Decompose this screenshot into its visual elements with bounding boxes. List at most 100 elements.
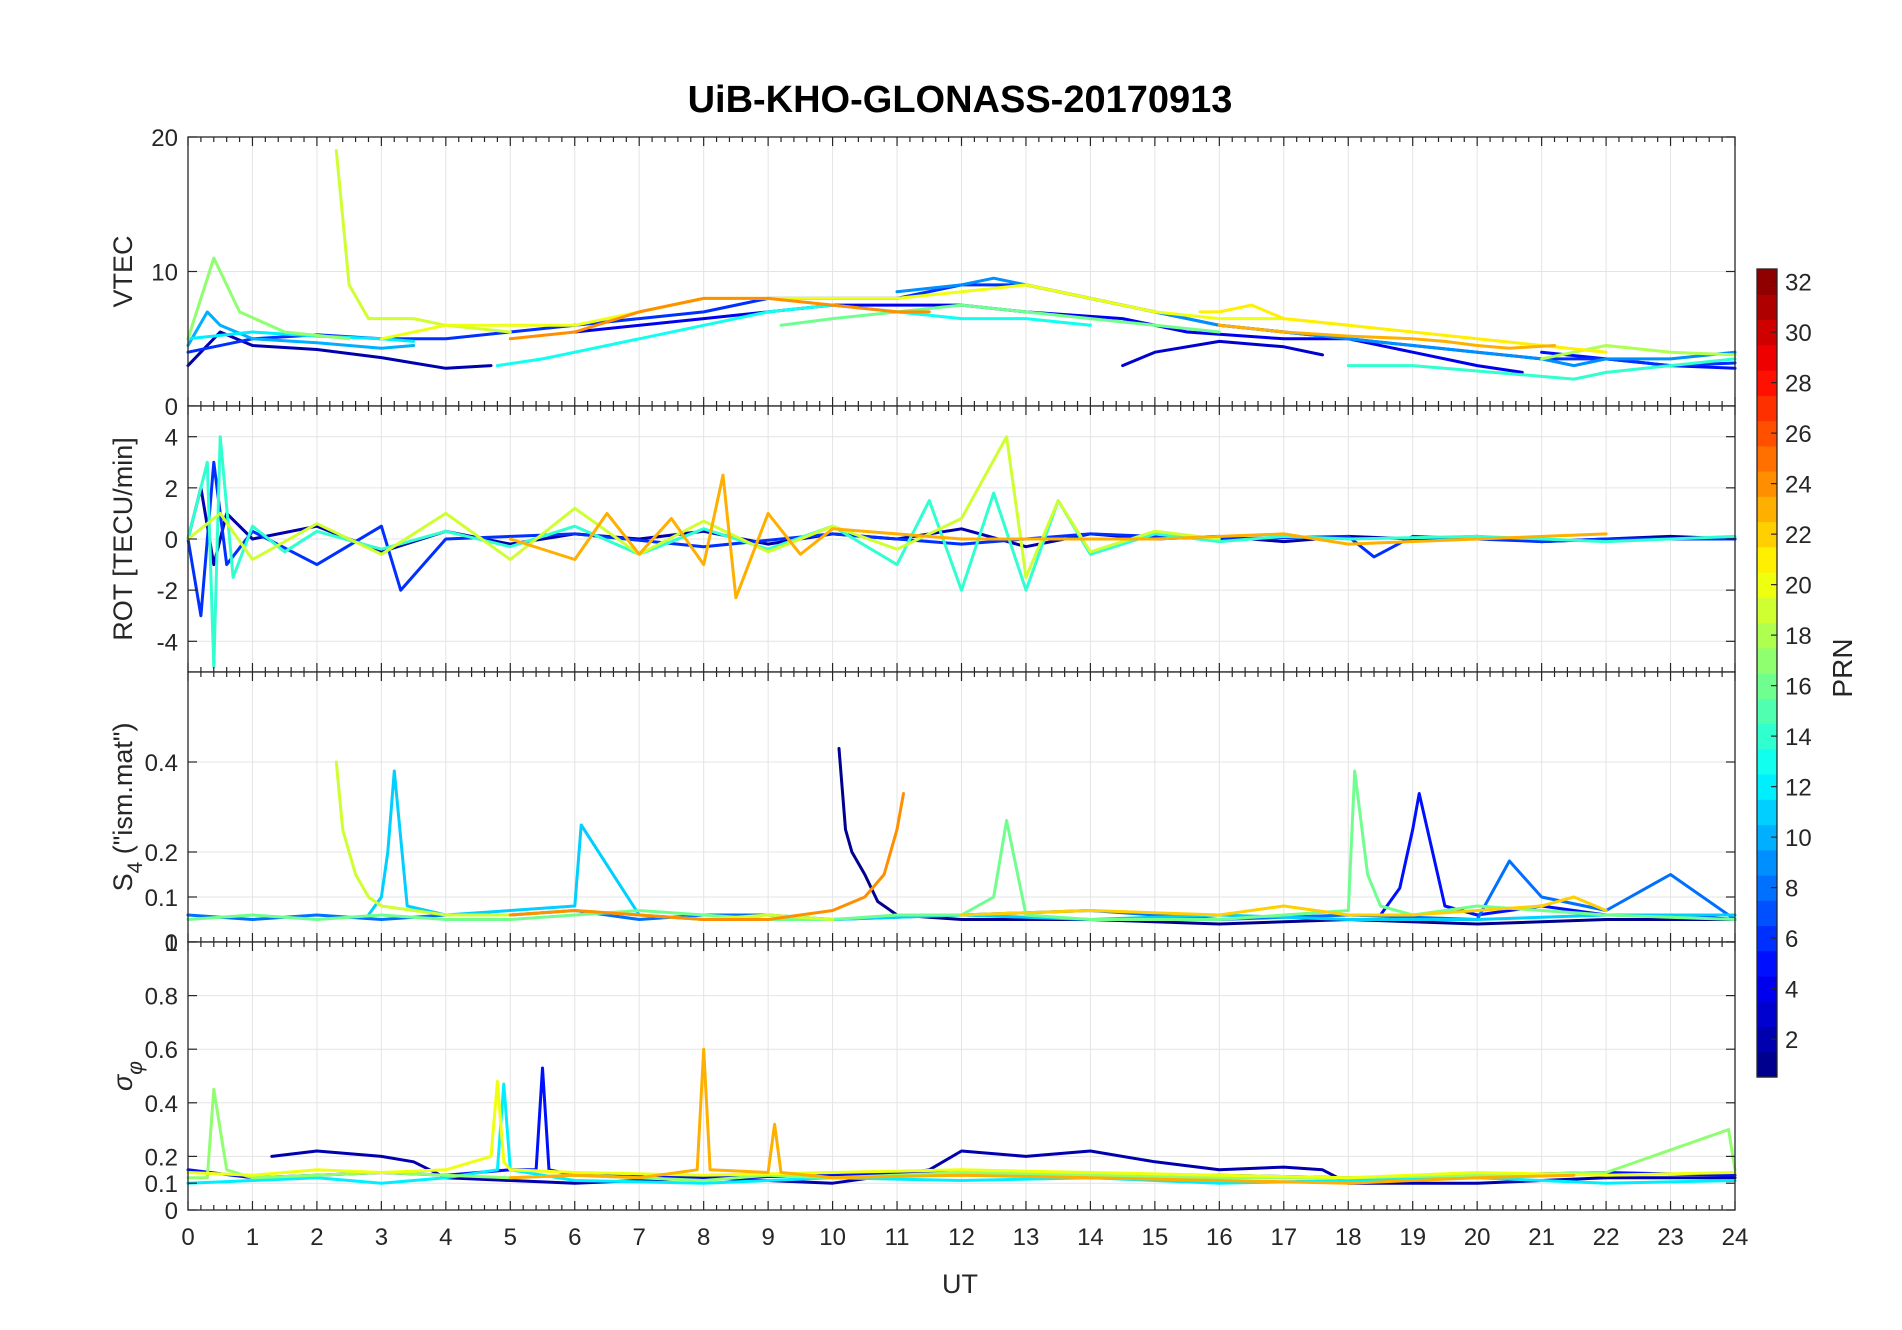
x-tick-label: 22 <box>1593 1224 1620 1251</box>
colorbar-tick-label: 14 <box>1785 724 1812 751</box>
colorbar-segment <box>1757 774 1777 800</box>
x-tick-label: 15 <box>1142 1224 1169 1251</box>
x-tick-label: 24 <box>1722 1224 1749 1251</box>
chart-title: UiB-KHO-GLONASS-20170913 <box>688 79 1233 121</box>
colorbar-tick-label: 20 <box>1785 573 1812 600</box>
colorbar-label: PRN <box>1827 638 1858 697</box>
x-tick-label: 3 <box>375 1224 388 1251</box>
x-tick-label: 1 <box>246 1224 259 1251</box>
colorbar-segment <box>1757 344 1777 371</box>
x-tick-label: 11 <box>885 1224 910 1251</box>
colorbar-tick-label: 2 <box>1785 1027 1798 1054</box>
colorbar-segment <box>1757 673 1777 699</box>
y-axis-label-vtec: VTEC <box>108 235 138 307</box>
x-tick-label: 7 <box>633 1224 646 1251</box>
series-sigma_phi-prn-23 <box>508 1047 1576 1185</box>
colorbar-tick-label: 12 <box>1785 775 1812 802</box>
colorbar-segment <box>1757 748 1777 775</box>
x-tick-label: 19 <box>1399 1224 1426 1251</box>
panel-s4: 0 0.1 0.2 0.4S4 ("ism.mat") <box>108 671 1737 957</box>
y-axis-label-sigma_phi: σφ <box>108 1061 147 1091</box>
x-tick-label: 16 <box>1206 1224 1233 1251</box>
colorbar-segment <box>1757 572 1777 598</box>
x-tick-label: 13 <box>1013 1224 1040 1251</box>
colorbar-tick-label: 26 <box>1785 421 1812 448</box>
colorbar-segment <box>1757 471 1777 497</box>
y-tick-label-sigma_phi: 0.2 <box>145 1144 178 1171</box>
x-tick-label: 6 <box>568 1224 581 1251</box>
x-tick-label: 10 <box>819 1224 846 1251</box>
series-rot-prn-19 <box>186 435 1221 579</box>
colorbar-segment <box>1757 849 1777 876</box>
y-tick-label-sigma_phi: 0.8 <box>145 984 178 1011</box>
x-tick-label: 17 <box>1270 1224 1297 1251</box>
colorbar-segment <box>1757 597 1777 624</box>
x-tick-label: 9 <box>761 1224 774 1251</box>
y-tick-label-rot: 4 <box>165 425 178 452</box>
panel-sigma-phi: 00.10.2 0.4 0.6 0.8 1 σφ <box>108 930 1737 1225</box>
y-tick-label-sigma_phi: 0 <box>165 1198 178 1225</box>
y-tick-label-sigma_phi: 0.4 <box>145 1091 178 1118</box>
colorbar-tick-label: 10 <box>1785 825 1812 852</box>
y-tick-label-vtec: 0 <box>165 394 178 421</box>
x-tick-label: 5 <box>504 1224 517 1251</box>
series-vtec-prn-24 <box>508 296 931 341</box>
y-tick-label-s4: 0.1 <box>145 885 178 912</box>
series-s4-prn-1 <box>837 747 1737 926</box>
colorbar-tick-label: 30 <box>1785 320 1812 347</box>
series-s4-prn-16 <box>186 769 1737 921</box>
colorbar-tick-label: 28 <box>1785 371 1812 398</box>
y-tick-label-sigma_phi: 0.1 <box>145 1171 178 1198</box>
y-axis-label-rot: ROT [TECU/min] <box>108 437 138 641</box>
colorbar-segment <box>1757 1051 1777 1078</box>
y-tick-label-rot: 2 <box>165 476 178 503</box>
y-tick-label-sigma_phi: 0.6 <box>145 1037 178 1064</box>
y-tick-label-sigma_phi: 1 <box>165 930 178 957</box>
colorbar-segment <box>1757 622 1777 649</box>
x-tick-label: 2 <box>310 1224 323 1251</box>
series-vtec-prn-18 <box>1540 344 1737 361</box>
x-tick-label: 8 <box>697 1224 710 1251</box>
colorbar-tick-label: 18 <box>1785 623 1812 650</box>
panel-rot: -4 -2 0 2 4 ROT [TECU/min] <box>108 405 1737 673</box>
y-tick-label-s4: 0.4 <box>145 750 178 777</box>
y-tick-label-vtec: 10 <box>151 260 178 287</box>
colorbar-tick-label: 4 <box>1785 977 1798 1004</box>
series-vtec-prn-17 <box>186 256 351 341</box>
x-tick-label: 23 <box>1657 1224 1684 1251</box>
colorbar-tick-label: 24 <box>1785 472 1812 499</box>
colorbar-segment <box>1757 370 1777 396</box>
colorbar-segment <box>1757 824 1777 851</box>
colorbar-frame <box>1756 268 1778 1078</box>
y-tick-label-rot: -2 <box>157 578 178 605</box>
colorbar-segment <box>1757 950 1777 977</box>
x-tick-label: 18 <box>1335 1224 1362 1251</box>
y-tick-label-rot: 0 <box>165 527 178 554</box>
series-vtec-prn-13 <box>495 303 1092 368</box>
series-sigma_phi-prn-12 <box>186 1082 1737 1185</box>
colorbar-segment <box>1757 698 1777 725</box>
colorbar-segment <box>1757 799 1777 826</box>
colorbar-tick-label: 6 <box>1785 926 1798 953</box>
colorbar-segment <box>1757 925 1777 952</box>
y-tick-label-vtec: 20 <box>151 125 178 152</box>
y-tick-label-rot: -4 <box>157 629 178 656</box>
series-s4-prn-24 <box>508 792 905 921</box>
colorbar-segment <box>1757 976 1777 1002</box>
panel-vtec: 0 10 20 VTEC <box>108 125 1737 421</box>
colorbar-segment <box>1757 395 1777 422</box>
series-sigma_phi-prn-20 <box>186 1079 1737 1180</box>
x-tick-label: 12 <box>948 1224 975 1251</box>
x-axis-tick-labels: 0 1 2 3 4 5 6 7 8 9 10 11 12 13 14 15 16 17 18 19 20 21 22 23 24 <box>181 1224 1748 1251</box>
colorbar-segment <box>1757 875 1777 901</box>
colorbar-segment <box>1757 900 1777 927</box>
series-vtec-prn-14 <box>1346 357 1737 381</box>
colorbar-segment <box>1757 496 1777 523</box>
colorbar-segment <box>1757 420 1777 447</box>
colorbar-segment <box>1757 445 1777 472</box>
colorbar-segment <box>1757 319 1777 346</box>
y-tick-label-s4: 0.2 <box>145 840 178 867</box>
series-rot-prn-23 <box>508 473 1608 600</box>
